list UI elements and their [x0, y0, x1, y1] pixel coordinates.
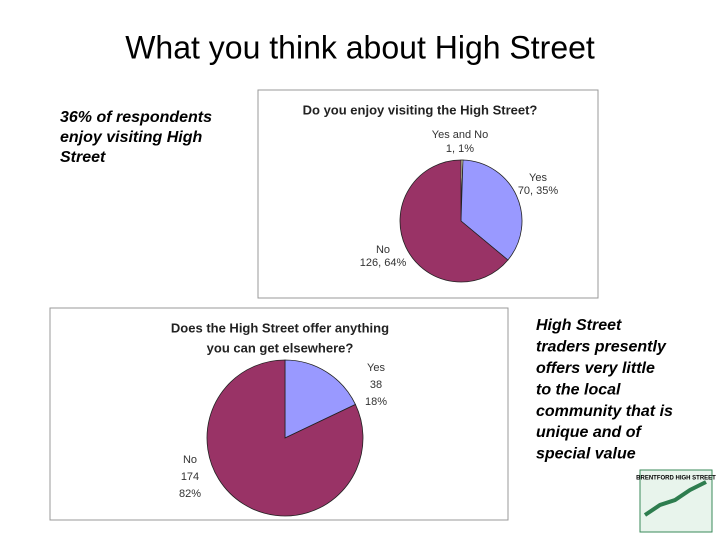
- body-text: traders presently: [536, 339, 667, 356]
- value-label: 174: [181, 471, 199, 483]
- pie-slice: [460, 159, 523, 261]
- body-text: offers very little: [536, 360, 655, 377]
- body-text: enjoy visiting High: [60, 129, 202, 146]
- body-text: unique and of: [536, 424, 643, 441]
- slice-label: Yes: [529, 172, 547, 184]
- slice-label: No: [183, 454, 197, 466]
- slice-label: No: [376, 244, 390, 256]
- slice-label: Yes and No: [432, 129, 488, 141]
- body-text: special value: [536, 446, 636, 463]
- pie-slice: [399, 159, 509, 283]
- value-label: 126, 64%: [360, 257, 407, 269]
- body-text: High Street: [536, 317, 622, 334]
- percent-label: 18%: [365, 396, 387, 408]
- chart-title: you can get elsewhere?: [207, 340, 354, 355]
- logo: [639, 469, 713, 533]
- logo-graphic: [643, 480, 707, 517]
- pie-slice: [284, 359, 356, 439]
- logo-text: BRENTFORD HIGH STREET: [636, 476, 716, 482]
- slide-title: What you think about High Street: [125, 29, 595, 65]
- value-label: 1, 1%: [446, 143, 474, 155]
- slice-label: Yes: [367, 362, 385, 374]
- chart-title: Does the High Street offer anything: [171, 320, 389, 335]
- body-text: community that is: [536, 403, 673, 420]
- body-text: Street: [60, 149, 106, 166]
- pie-slice: [206, 359, 364, 517]
- body-text: 36% of respondents: [60, 109, 212, 126]
- value-label: 70, 35%: [518, 185, 559, 197]
- value-label: 38: [370, 379, 382, 391]
- body-text: to the local: [536, 381, 621, 398]
- chart-title: Do you enjoy visiting the High Street?: [303, 102, 538, 117]
- percent-label: 82%: [179, 488, 201, 500]
